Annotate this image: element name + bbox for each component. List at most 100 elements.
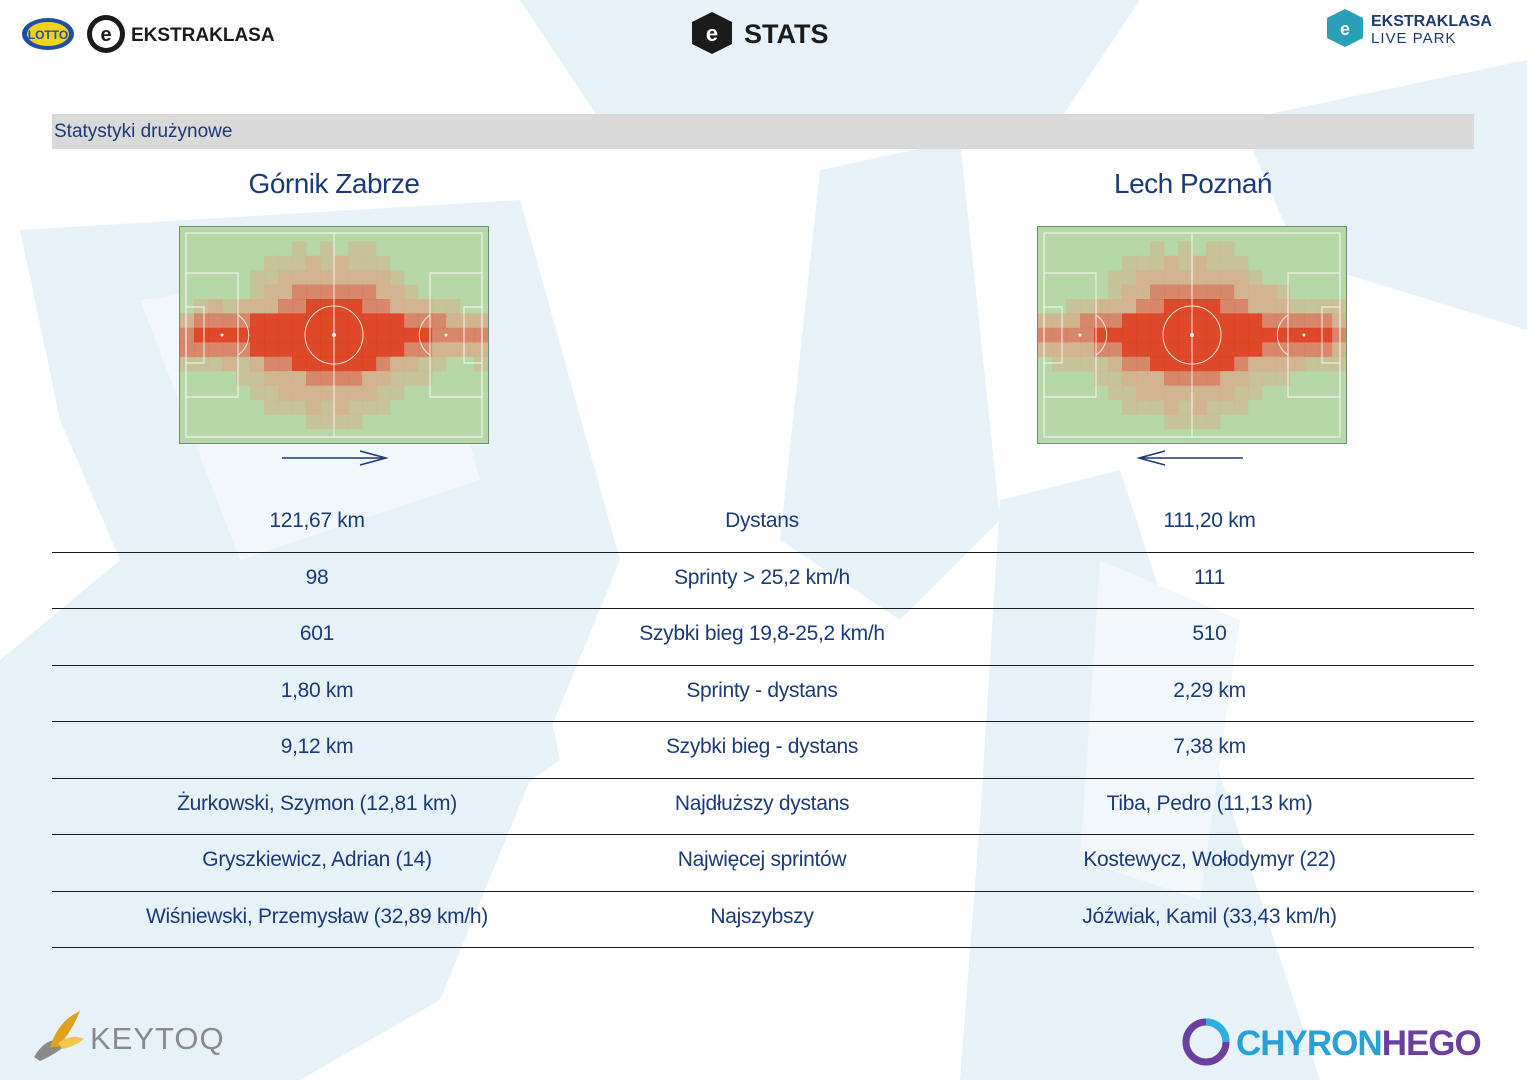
heatmap-cell (1178, 270, 1193, 286)
heatmap-cell (1248, 313, 1263, 329)
heatmap-cell (1066, 342, 1081, 358)
heatmap-cell (208, 327, 223, 343)
heatmap-cell (348, 399, 363, 415)
chyronhego-logo: CHYRONHEGO (1180, 1014, 1510, 1070)
heatmap-cell (320, 399, 335, 415)
heatmap-cell (1122, 327, 1137, 343)
heatmap-cell (1122, 270, 1137, 286)
away-value: 2,29 km (1173, 678, 1246, 702)
heatmap-cell (1276, 356, 1291, 372)
svg-text:e: e (1340, 19, 1350, 39)
heatmap-cell (1192, 399, 1207, 415)
heatmap-cell (1276, 284, 1291, 300)
stats-logo: e STATS (690, 8, 840, 58)
heatmap-cell (180, 356, 195, 372)
home-value: 601 (299, 622, 335, 645)
stats-table: 121,67 km Dystans 111,20 km 98 Sprinty >… (52, 496, 1474, 948)
heatmap-cell (418, 327, 433, 343)
heatmap-cell (236, 356, 251, 372)
heatmap-cell (1304, 299, 1319, 314)
keytoq-logo: KEYTOQ (28, 1003, 248, 1065)
heatmap-cell (1108, 284, 1123, 300)
left-logo-text: EKSTRAKLASA (131, 25, 275, 46)
heatmap-cell (180, 313, 195, 329)
heatmap-cell (348, 270, 363, 286)
heatmap-cell (1136, 385, 1151, 401)
heatmap-cell (1066, 299, 1081, 314)
heatmap-cell (1080, 342, 1095, 358)
heatmap-cell (1206, 284, 1221, 300)
heatmap-cell (1178, 399, 1193, 415)
heatmap-cell (1150, 327, 1165, 343)
live-park-logo: e EKSTRAKLASA LIVE PARK (1325, 6, 1515, 52)
heatmap-cell (180, 342, 195, 358)
heatmap-cell (446, 313, 461, 329)
heatmap-cell (1248, 327, 1263, 343)
heatmap-cell (1066, 327, 1081, 343)
heatmap-cell (1164, 313, 1179, 329)
heatmap-cell (1066, 356, 1081, 372)
heatmap-cell (1192, 356, 1207, 372)
heatmap-cell (1234, 270, 1249, 286)
heatmap-cell (264, 342, 279, 358)
heatmap-cell (236, 371, 251, 386)
heatmap-cell (432, 342, 447, 358)
heatmap-cell (1122, 356, 1137, 372)
heatmap-cell (1206, 313, 1221, 329)
heatmap-cell (1248, 284, 1263, 300)
heatmap-cell (404, 313, 419, 329)
heatmap-cell (1108, 385, 1123, 401)
heatmap-cell (1136, 313, 1151, 329)
heatmap-cell (1220, 255, 1235, 271)
heatmap-cell (404, 356, 419, 372)
heatmap-cell (1332, 327, 1347, 343)
home-value: Żurkowski, Szymon (12,81 km) (177, 791, 457, 815)
heatmap-cell (432, 356, 447, 372)
heatmap-cell (1234, 284, 1249, 300)
heatmap-cell (250, 327, 265, 343)
heatmap-cell (194, 327, 209, 343)
heatmap-cell (334, 342, 349, 358)
heatmap-cell (320, 371, 335, 386)
heatmap-cell (334, 356, 349, 372)
home-value: 98 (305, 565, 329, 589)
heatmap-cell (1080, 313, 1095, 329)
home-value: 1,80 km (280, 678, 354, 702)
heatmap-cell (334, 313, 349, 329)
home-value: Gryszkiewicz, Adrian (14) (202, 848, 432, 871)
heatmap-cell (1178, 284, 1193, 300)
heatmap-cell (194, 313, 209, 329)
heatmap-cell (1206, 299, 1221, 314)
heatmap-cell (264, 299, 279, 314)
heatmap-cell (292, 327, 307, 343)
heatmap-cell (1290, 356, 1305, 372)
away-value: 111,20 km (1163, 509, 1256, 532)
heatmap-cell (292, 284, 307, 300)
heatmap-cell (306, 270, 321, 286)
heatmap-cell (362, 356, 377, 372)
heatmap-cell (1262, 371, 1277, 386)
home-heatmap (179, 226, 489, 444)
heatmap-cell (292, 356, 307, 372)
heatmap-cell (208, 356, 223, 372)
heatmap-cell (264, 255, 279, 271)
heatmap-cell (390, 284, 405, 300)
heatmap-cell (1122, 284, 1137, 300)
home-value: 9,12 km (280, 735, 354, 758)
heatmap-cell (1234, 313, 1249, 329)
heatmap-cell (278, 313, 293, 329)
stat-row-fastest: Wiśniewski, Przemysław (32,89 km/h) Najs… (52, 892, 1474, 948)
heatmap-cell (376, 284, 391, 300)
heatmap-cell (376, 399, 391, 415)
heatmap-cell (1164, 270, 1179, 286)
heatmap-cell (1150, 313, 1165, 329)
heatmap-cell (1206, 371, 1221, 386)
heatmap-cell (376, 356, 391, 372)
heatmap-cell (278, 342, 293, 358)
keytoq-logo-text: KEYTOQ (90, 1021, 225, 1056)
heatmap-cell (1108, 342, 1123, 358)
heatmap-cell (1122, 255, 1137, 271)
stat-row-distance: 121,67 km Dystans 111,20 km (52, 496, 1474, 553)
heatmap-cell (1150, 299, 1165, 314)
heatmap-cell (306, 414, 321, 430)
